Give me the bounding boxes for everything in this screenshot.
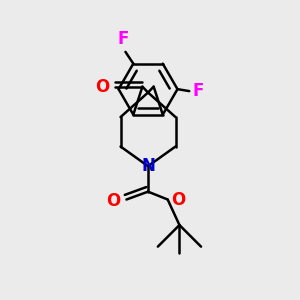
Text: F: F: [118, 30, 129, 48]
Text: O: O: [106, 193, 121, 211]
Text: F: F: [192, 82, 204, 100]
Text: O: O: [95, 78, 109, 96]
Text: O: O: [172, 190, 186, 208]
Text: N: N: [141, 157, 155, 175]
